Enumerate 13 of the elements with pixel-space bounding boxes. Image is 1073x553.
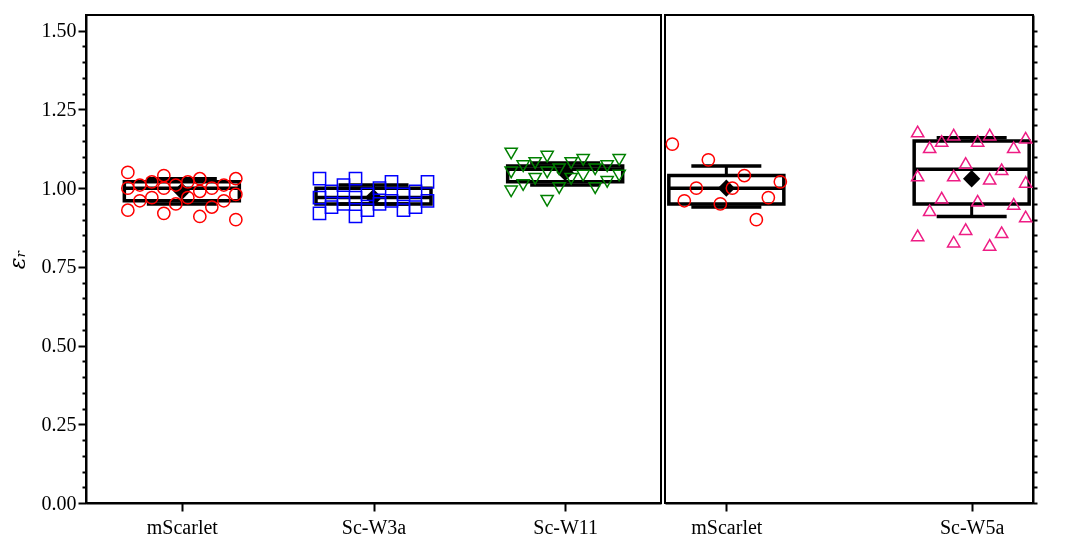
y-tick-label: 1.00 <box>41 176 77 199</box>
x-tick-label: mScarlet <box>146 515 219 538</box>
y-tick-label: 1.50 <box>41 19 77 42</box>
y-tick-label: 0.00 <box>41 491 77 514</box>
y-tick-label: 0.50 <box>41 334 77 357</box>
x-tick-label: mScarlet <box>691 515 763 538</box>
y-tick-label: 0.75 <box>41 255 77 278</box>
y-axis-title: εᵣ <box>4 249 30 270</box>
y-tick-label: 0.25 <box>41 412 77 435</box>
x-tick-label: Sc-W3a <box>341 515 407 538</box>
x-tick-label: Sc-W11 <box>533 515 599 538</box>
x-tick-label: Sc-W5a <box>939 515 1005 538</box>
y-tick-label: 1.25 <box>41 97 77 120</box>
